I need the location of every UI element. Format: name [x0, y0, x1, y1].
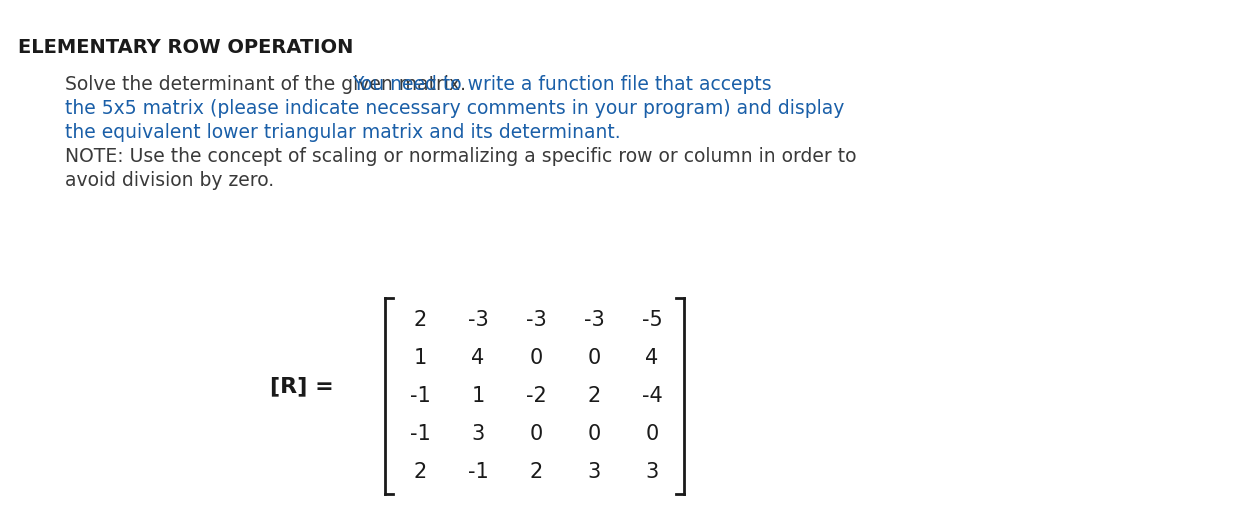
Text: -3: -3 — [468, 310, 488, 330]
Text: 3: 3 — [472, 424, 484, 444]
Text: 2: 2 — [529, 462, 543, 482]
Text: 3: 3 — [587, 462, 601, 482]
Text: -2: -2 — [525, 386, 546, 406]
Text: 2: 2 — [414, 310, 426, 330]
Text: -5: -5 — [642, 310, 662, 330]
Text: 2: 2 — [414, 462, 426, 482]
Text: 3: 3 — [646, 462, 658, 482]
Text: 4: 4 — [472, 348, 484, 368]
Text: -3: -3 — [525, 310, 546, 330]
Text: avoid division by zero.: avoid division by zero. — [65, 171, 274, 190]
Text: 2: 2 — [587, 386, 601, 406]
Text: 0: 0 — [529, 348, 543, 368]
Text: 0: 0 — [529, 424, 543, 444]
Text: 4: 4 — [646, 348, 658, 368]
Text: [R] =: [R] = — [270, 376, 334, 396]
Text: -3: -3 — [584, 310, 605, 330]
Text: 0: 0 — [646, 424, 658, 444]
Text: -4: -4 — [642, 386, 662, 406]
Text: NOTE: Use the concept of scaling or normalizing a specific row or column in orde: NOTE: Use the concept of scaling or norm… — [65, 147, 857, 166]
Text: the equivalent lower triangular matrix and its determinant.: the equivalent lower triangular matrix a… — [65, 123, 621, 142]
Text: ELEMENTARY ROW OPERATION: ELEMENTARY ROW OPERATION — [17, 38, 354, 57]
Text: Solve the determinant of the given matrix.: Solve the determinant of the given matri… — [65, 75, 472, 94]
Text: -1: -1 — [410, 424, 431, 444]
Text: the 5x5 matrix (please indicate necessary comments in your program) and display: the 5x5 matrix (please indicate necessar… — [65, 99, 845, 118]
Text: You need to write a function file that accepts: You need to write a function file that a… — [351, 75, 771, 94]
Text: -1: -1 — [468, 462, 488, 482]
Text: 0: 0 — [587, 348, 601, 368]
Text: 1: 1 — [414, 348, 426, 368]
Text: 0: 0 — [587, 424, 601, 444]
Text: 1: 1 — [472, 386, 484, 406]
Text: -1: -1 — [410, 386, 431, 406]
